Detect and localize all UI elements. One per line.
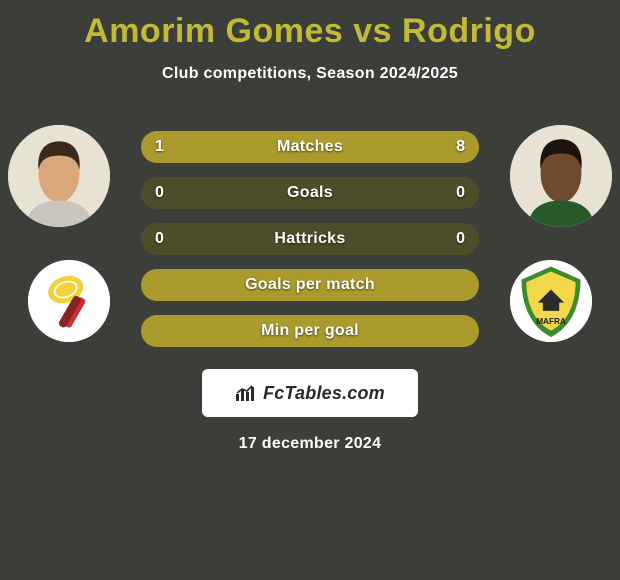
- stat-value-right: 0: [456, 177, 465, 209]
- brand-badge: FcTables.com: [202, 369, 418, 417]
- svg-text:MAFRA: MAFRA: [536, 317, 566, 326]
- stat-label: Goals: [287, 184, 333, 202]
- stat-rows: 1 8 Matches 0 0 Goals 0 0 Hattricks Goals per mat…: [141, 131, 479, 347]
- brand-chart-icon: [235, 384, 257, 402]
- stat-value-left: 1: [155, 131, 164, 163]
- player-right-avatar: [510, 125, 612, 227]
- club-right-crest-icon: MAFRA: [510, 260, 592, 342]
- stat-row: Goals per match: [141, 269, 479, 301]
- date-text: 17 december 2024: [0, 435, 620, 453]
- club-left-logo: [28, 260, 110, 342]
- player-left-avatar: [8, 125, 110, 227]
- stat-value-left: 0: [155, 177, 164, 209]
- stat-value-right: 8: [456, 131, 465, 163]
- stat-row: 0 0 Hattricks: [141, 223, 479, 255]
- stat-label: Matches: [277, 138, 343, 156]
- club-left-crest-icon: [28, 260, 110, 342]
- player-right-portrait-icon: [510, 125, 612, 227]
- stat-label: Hattricks: [274, 230, 345, 248]
- stat-row: Min per goal: [141, 315, 479, 347]
- stat-row: 0 0 Goals: [141, 177, 479, 209]
- stat-label: Min per goal: [261, 322, 359, 340]
- subtitle: Club competitions, Season 2024/2025: [0, 65, 620, 83]
- player-left-portrait-icon: [8, 125, 110, 227]
- stat-label: Goals per match: [245, 276, 375, 294]
- brand-text: FcTables.com: [263, 383, 385, 404]
- club-right-logo: MAFRA: [510, 260, 592, 342]
- comparison-card: Amorim Gomes vs Rodrigo Club competition…: [0, 0, 620, 580]
- stat-row: 1 8 Matches: [141, 131, 479, 163]
- stat-value-right: 0: [456, 223, 465, 255]
- page-title: Amorim Gomes vs Rodrigo: [0, 12, 620, 51]
- stat-value-left: 0: [155, 223, 164, 255]
